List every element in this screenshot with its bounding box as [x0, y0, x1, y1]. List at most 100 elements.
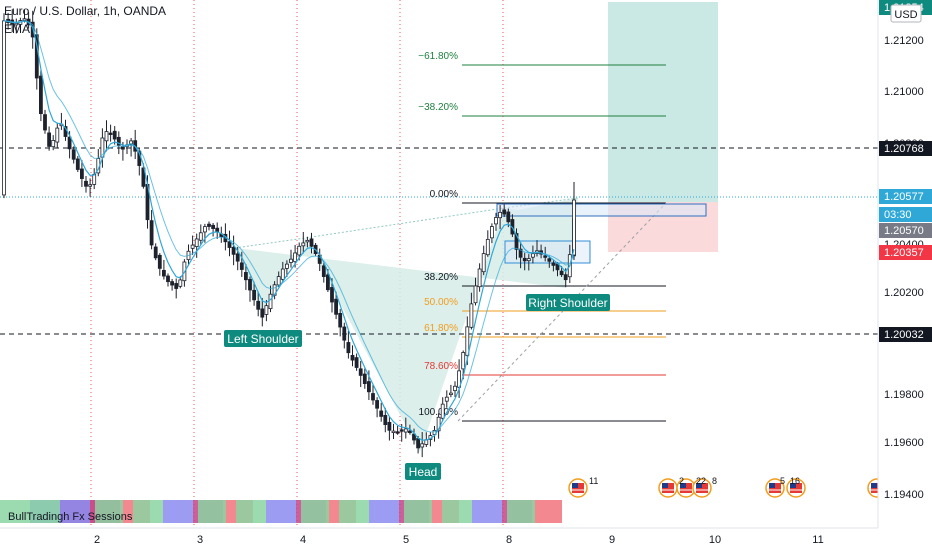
svg-text:1.20768: 1.20768	[884, 143, 924, 155]
fib-level-label: −38.20%	[418, 102, 458, 113]
candle-body	[2, 20, 6, 196]
candle-body	[194, 238, 199, 247]
event-flag-icon[interactable]	[568, 478, 588, 498]
event-flag-icon[interactable]	[658, 478, 678, 498]
candle-body	[477, 268, 482, 288]
candle-body	[366, 381, 371, 393]
session-block	[442, 500, 472, 523]
candle-body	[489, 226, 494, 239]
price-tick-label: 1.19600	[884, 437, 924, 449]
candle-body	[305, 239, 310, 243]
fib-level-label: 100.00%	[419, 407, 459, 418]
event-count: 22	[696, 476, 706, 486]
fib-lines[interactable]	[462, 64, 666, 422]
candle-body	[350, 354, 355, 361]
session-block	[532, 500, 562, 523]
svg-text:Left Shoulder: Left Shoulder	[227, 332, 298, 346]
candle-body	[518, 248, 523, 258]
pattern-label-left-shoulder[interactable]: Left Shoulder	[224, 330, 302, 347]
candle-body	[129, 140, 134, 146]
time-axis[interactable]	[0, 528, 878, 550]
candle-body	[75, 158, 80, 170]
candle-body	[338, 312, 343, 328]
candle-body	[80, 168, 84, 179]
candle-body	[202, 226, 207, 233]
candle-body	[289, 258, 293, 263]
session-block	[301, 500, 329, 523]
economic-event-markers[interactable]: 11 2 22 8 5 16	[568, 476, 887, 498]
candle-body	[268, 293, 273, 310]
price-tag: 1.20357	[879, 245, 932, 260]
candle-body	[116, 136, 121, 146]
session-block	[163, 500, 193, 523]
candle-body	[330, 287, 334, 303]
candle-body	[321, 265, 326, 277]
event-count: 11	[589, 476, 598, 486]
time-tick-label: 9	[609, 534, 615, 546]
price-tag: 1.20577	[879, 189, 932, 204]
candle-body	[371, 393, 375, 401]
ema-line	[3, 20, 575, 433]
candle-body	[412, 433, 416, 441]
candle-body	[108, 132, 113, 135]
session-block	[133, 500, 163, 523]
fib-trendline	[457, 202, 667, 422]
time-tick-label: 8	[506, 534, 512, 546]
session-block	[266, 500, 296, 523]
candle-body	[494, 217, 498, 225]
price-axis[interactable]	[878, 0, 932, 550]
candle-body	[112, 130, 117, 140]
candle-body	[334, 298, 339, 315]
candle-body	[141, 167, 146, 187]
event-count: 8	[712, 476, 717, 486]
currency-badge[interactable]: USD	[890, 4, 922, 23]
time-tick-label: 4	[300, 534, 306, 546]
time-tick-label: 3	[197, 534, 203, 546]
candle-body	[506, 211, 511, 223]
event-flag-icon[interactable]	[692, 478, 712, 498]
candle-body	[104, 131, 109, 142]
candle-body	[514, 233, 519, 250]
candle-body	[375, 400, 380, 409]
candle-body	[71, 149, 76, 160]
candle-body	[325, 274, 330, 291]
candle-body	[207, 223, 211, 227]
candle-body	[256, 300, 261, 310]
price-tag: 03:30	[879, 207, 932, 222]
candles	[2, 9, 576, 458]
symbol-title[interactable]: Euro / U.S. Dollar, 1h, OANDA	[4, 4, 166, 18]
candle-body	[84, 180, 88, 187]
price-tick-label: 1.19800	[884, 389, 924, 401]
session-block	[30, 500, 60, 523]
profit-zone[interactable]	[608, 2, 718, 202]
fib-level-label: 50.00%	[424, 297, 458, 308]
ema-lines	[3, 20, 575, 441]
candle-body	[559, 270, 564, 276]
svg-text:1.20357: 1.20357	[884, 247, 924, 259]
time-tick-label: 11	[812, 534, 823, 546]
event-flag-icon[interactable]	[786, 478, 806, 498]
session-block	[404, 500, 432, 523]
session-block	[60, 500, 90, 523]
session-block	[198, 500, 226, 523]
time-tick-label: 5	[403, 534, 409, 546]
svg-text:1.20032: 1.20032	[884, 329, 924, 341]
candle-body	[55, 127, 60, 143]
consolidation-box-upper[interactable]	[496, 203, 707, 217]
session-block	[472, 500, 502, 523]
sessions-indicator[interactable]	[0, 500, 562, 523]
indicator-label[interactable]: EMA	[4, 22, 30, 36]
session-block	[339, 500, 369, 523]
svg-text:1.20570: 1.20570	[884, 225, 924, 237]
candle-body	[47, 132, 51, 147]
candle-body	[264, 305, 269, 315]
pattern-label-right-shoulder[interactable]: Right Shoulder	[526, 294, 610, 311]
candle-body	[358, 368, 363, 376]
candle-body	[243, 272, 248, 281]
candle-body	[481, 253, 486, 273]
session-block	[236, 500, 266, 523]
event-flag-icon[interactable]	[765, 478, 785, 498]
candle-body	[444, 396, 449, 402]
pattern-label-head[interactable]: Head	[405, 463, 441, 480]
